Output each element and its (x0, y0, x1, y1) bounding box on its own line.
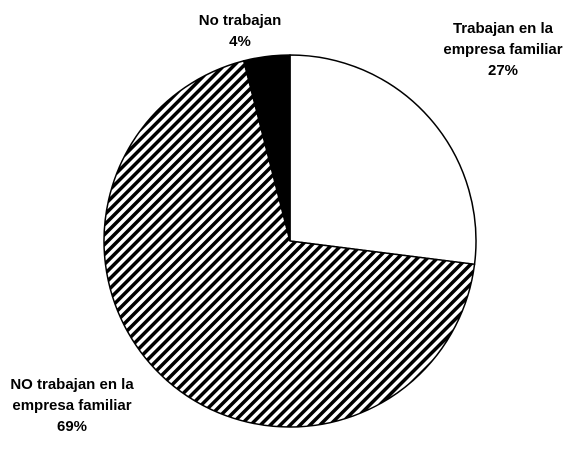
slice-label: NO trabajan en la empresa familiar 69% (2, 374, 142, 437)
value-label: 4% (229, 33, 251, 50)
category-label: NO trabajan en la empresa familiar (10, 376, 134, 414)
category-label: No trabajan (198, 12, 282, 29)
value-label: 69% (56, 418, 88, 435)
slice-label: No trabajan 4% (170, 10, 310, 52)
slice-label: Trabajan en la empresa familiar 27% (428, 18, 578, 81)
pie-slice (289, 54, 477, 266)
pie-slice (103, 59, 476, 428)
category-label: Trabajan en la empresa familiar (443, 20, 563, 58)
pie-slice (242, 54, 291, 242)
value-label: 27% (487, 62, 519, 79)
